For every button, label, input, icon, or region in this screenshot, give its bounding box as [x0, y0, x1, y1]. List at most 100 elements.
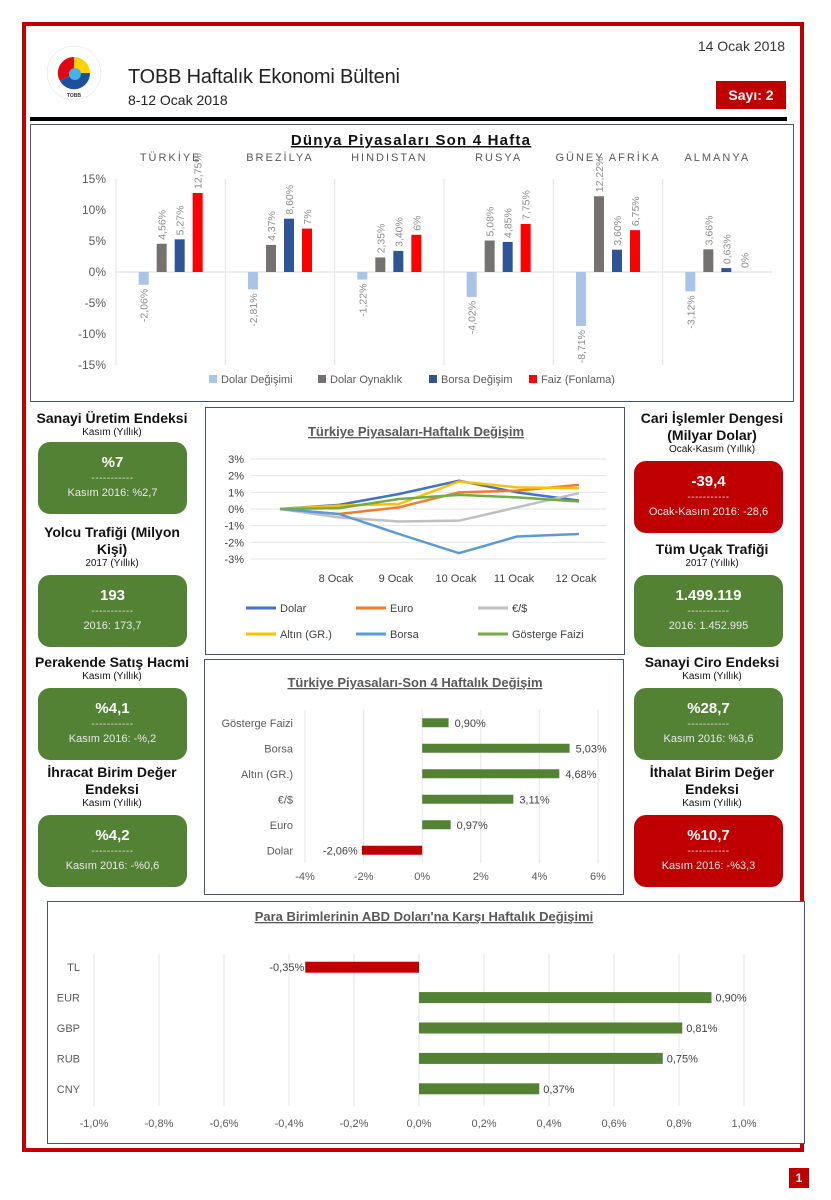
bar	[192, 192, 203, 272]
kpi-title-text: Cari İşlemler Dengesi (Milyar Dolar)	[640, 410, 784, 443]
x-tick-label: -0,6%	[210, 1118, 239, 1130]
y-tick-label: -5%	[85, 296, 107, 310]
bar	[422, 794, 514, 804]
bar	[612, 249, 622, 272]
data-label: 12,75%	[193, 153, 205, 189]
kpi-period: Kasım (Yıllık)	[82, 671, 142, 682]
world-markets-panel: Dünya Piyasaları Son 4 Hafta 15% 10% 5% 0% -5…	[30, 124, 794, 402]
kpi-divider: -----------	[687, 846, 730, 857]
category-label: CNY	[57, 1084, 81, 1096]
x-tick-label: -1,0%	[80, 1118, 109, 1130]
kpi-title-text: Perakende Satış Hacmi	[34, 654, 190, 670]
bar	[302, 228, 312, 272]
data-label: 12,22%	[594, 157, 606, 193]
bar	[484, 240, 495, 272]
kpi-card: %4,2 ----------- Kasım 2016: -%0,6	[38, 815, 187, 887]
data-label: 6%	[411, 216, 423, 231]
y-tick-label: 2%	[228, 471, 244, 483]
category-label: RUSYA	[475, 152, 522, 164]
kpi-period: Kasım (Yıllık)	[682, 671, 742, 682]
category-label: HINDISTAN	[351, 152, 427, 164]
data-label: 0,63%	[721, 234, 733, 264]
kpi-period: 2017 (Yıllık)	[685, 558, 739, 569]
y-tick-label: 10%	[82, 203, 106, 217]
x-tick-label: 9 Ocak	[379, 573, 414, 585]
bar	[685, 272, 696, 292]
page-frame	[22, 22, 804, 1152]
category-label: TL	[67, 962, 80, 974]
x-tick-label: 4%	[531, 871, 547, 883]
bar	[576, 272, 586, 327]
bar	[594, 196, 604, 272]
kpi-title: Yolcu Trafiği (Milyon Kişi) 2017 (Yıllık)	[28, 524, 196, 570]
category-label: RUB	[57, 1053, 80, 1065]
data-label: 5,27%	[175, 206, 187, 236]
kpi-period: Kasım (Yıllık)	[682, 798, 742, 809]
data-label: 5,03%	[576, 743, 607, 755]
kpi-value: 193	[99, 587, 126, 604]
bar	[266, 244, 276, 272]
data-label: 4,85%	[503, 208, 515, 238]
kpi-previous: 2016: 173,7	[83, 620, 142, 632]
data-label: 8,60%	[284, 185, 296, 215]
legend-label: Dolar Oynaklık	[330, 374, 403, 386]
bar	[630, 230, 640, 272]
bar	[419, 992, 712, 1004]
kpi-value: 1.499.119	[675, 587, 742, 604]
turkey-weekly-chart: Türkiye Piyasaları-Haftalık Değişim 3% 2% 1…	[224, 424, 606, 641]
category-label: GÜNEY AFRİKA	[555, 151, 660, 164]
kpi-divider: -----------	[687, 606, 730, 617]
issue-badge: Sayı: 2	[716, 81, 786, 109]
kpi-period: 2017 (Yıllık)	[85, 558, 139, 569]
data-label: 3,66%	[703, 216, 715, 246]
kpi-previous: Kasım 2016: -%3,3	[661, 860, 756, 872]
series-line	[279, 507, 580, 555]
bar	[361, 845, 423, 855]
x-tick-label: 0,0%	[406, 1118, 431, 1130]
chart-title: Türkiye Piyasaları-Son 4 Haftalık Değişi…	[287, 675, 542, 690]
kpi-title-text: Sanayi Üretim Endeksi	[36, 410, 188, 426]
data-label: -2,06%	[139, 289, 151, 322]
data-label: -0,35%	[269, 962, 304, 974]
category-label: Altın (GR.)	[241, 769, 293, 781]
data-label: -1,22%	[357, 284, 369, 317]
data-label: -3,12%	[685, 295, 697, 328]
x-tick-label: 0,2%	[471, 1118, 496, 1130]
category-label: BREZİLYA	[246, 151, 314, 164]
bar	[393, 250, 404, 272]
kpi-divider: -----------	[687, 492, 730, 503]
kpi-previous: Ocak-Kasım 2016: -28,6	[648, 506, 769, 518]
x-tick-label: 0,4%	[536, 1118, 561, 1130]
x-tick-label: -2%	[354, 871, 374, 883]
legend-label: Euro	[390, 603, 413, 615]
kpi-divider: -----------	[91, 473, 134, 484]
data-label: 3,60%	[612, 216, 624, 246]
series-line	[279, 479, 580, 511]
y-tick-label: 5%	[89, 234, 107, 248]
publication-date: 14 Ocak 2018	[697, 38, 785, 54]
kpi-period: Kasım (Yıllık)	[82, 798, 142, 809]
bar	[419, 1052, 663, 1064]
kpi-card: %28,7 ----------- Kasım 2016: %3,6	[634, 688, 783, 760]
y-tick-label: -10%	[78, 327, 106, 341]
legend-label: Borsa	[390, 629, 420, 641]
x-tick-label: 1,0%	[731, 1118, 756, 1130]
bar	[375, 257, 386, 272]
kpi-title: Perakende Satış Hacmi Kasım (Yıllık)	[28, 654, 196, 683]
kpi-previous: Kasım 2016: %3,6	[663, 733, 754, 745]
x-tick-label: 12 Ocak	[556, 573, 597, 585]
data-label: 4,56%	[157, 210, 169, 240]
data-label: 0,75%	[667, 1053, 698, 1065]
data-label: -4,02%	[467, 301, 479, 334]
kpi-card: -39,4 ----------- Ocak-Kasım 2016: -28,6	[634, 461, 783, 533]
kpi-title-text: İthalat Birim Değer Endeksi	[649, 764, 775, 797]
kpi-title-text: Sanayi Ciro Endeksi	[644, 654, 780, 670]
kpi-period: Ocak-Kasım (Yıllık)	[668, 444, 756, 455]
bar	[411, 234, 422, 272]
y-tick-label: 3%	[228, 454, 244, 466]
x-tick-label: 0,8%	[666, 1118, 691, 1130]
x-tick-label: 0%	[414, 871, 430, 883]
legend-swatch	[529, 375, 537, 383]
world-markets-chart: Dünya Piyasaları Son 4 Hafta 15% 10% 5% 0% -5…	[78, 132, 772, 386]
kpi-title: Sanayi Ciro Endeksi Kasım (Yıllık)	[628, 654, 796, 683]
